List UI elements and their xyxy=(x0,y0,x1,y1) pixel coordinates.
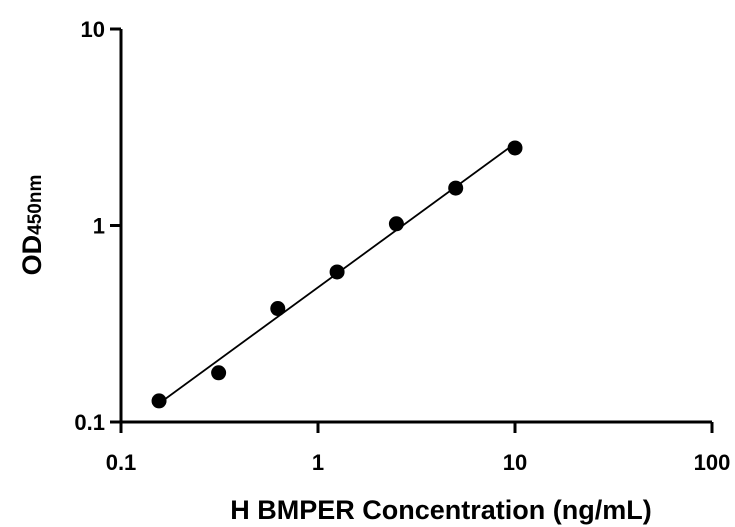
y-axis-title-main: OD xyxy=(17,235,47,276)
data-point xyxy=(388,216,404,232)
x-axis-title: H BMPER Concentration (ng/mL) xyxy=(230,495,651,525)
ticks: 0.1 1 10 100 0.1 1 10 xyxy=(74,17,730,475)
data-point xyxy=(329,264,345,280)
x-tick-label: 0.1 xyxy=(106,450,137,475)
y-axis-title-subscript: 450nm xyxy=(25,175,46,235)
data-point xyxy=(507,140,523,156)
x-tick-label: 1 xyxy=(312,450,324,475)
data-point xyxy=(448,180,464,196)
data-point xyxy=(270,301,286,317)
y-axis-title: OD450nm xyxy=(17,175,47,276)
x-tick-label: 10 xyxy=(503,450,527,475)
y-tick-label: 0.1 xyxy=(74,410,105,435)
data-point xyxy=(151,393,167,409)
data-point xyxy=(211,365,227,381)
y-tick-label: 1 xyxy=(93,214,105,239)
axes xyxy=(119,29,712,424)
x-tick-label: 100 xyxy=(694,450,731,475)
y-tick-label: 10 xyxy=(81,17,105,42)
data-points xyxy=(151,140,523,409)
